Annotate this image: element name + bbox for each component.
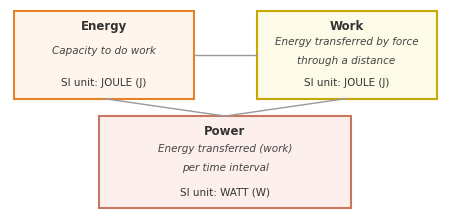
Text: SI unit: JOULE (J): SI unit: JOULE (J)	[61, 78, 146, 88]
FancyBboxPatch shape	[256, 11, 436, 99]
Text: Energy: Energy	[81, 20, 126, 33]
Text: through a distance: through a distance	[297, 56, 396, 65]
Text: SI unit: WATT (W): SI unit: WATT (W)	[180, 187, 270, 198]
Text: Power: Power	[204, 125, 246, 138]
FancyBboxPatch shape	[99, 116, 351, 208]
Text: per time interval: per time interval	[181, 163, 269, 173]
FancyBboxPatch shape	[14, 11, 194, 99]
Text: SI unit: JOULE (J): SI unit: JOULE (J)	[304, 78, 389, 88]
Text: Energy transferred (work): Energy transferred (work)	[158, 144, 292, 154]
Text: Energy transferred by force: Energy transferred by force	[274, 37, 418, 47]
Text: Work: Work	[329, 20, 364, 33]
Text: Capacity to do work: Capacity to do work	[52, 46, 155, 56]
